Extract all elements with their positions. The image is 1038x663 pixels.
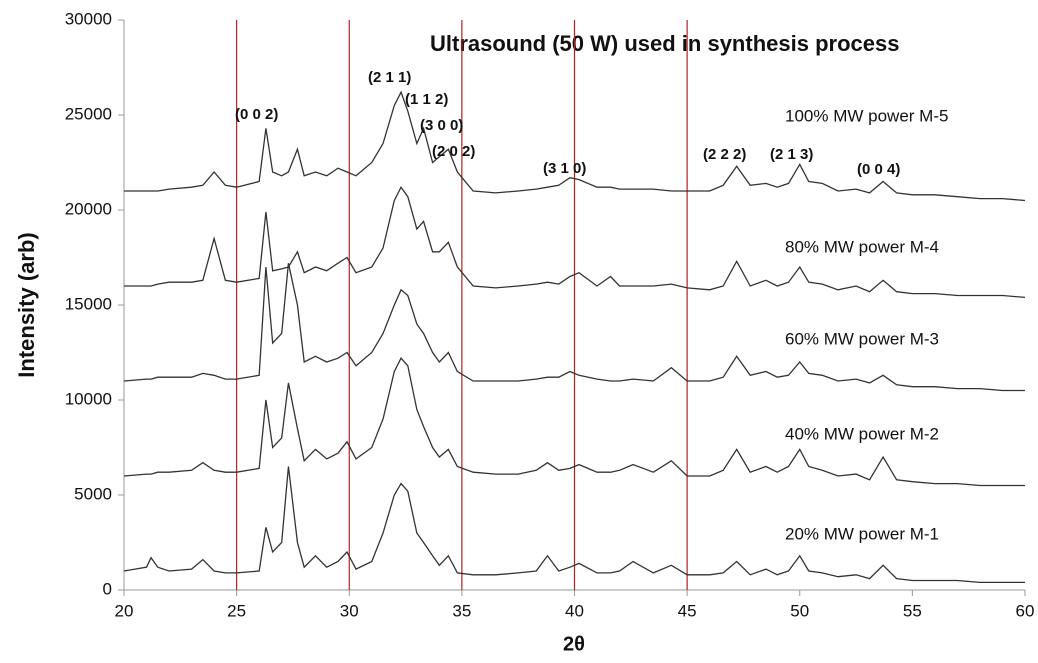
series-line	[124, 185, 1026, 299]
series-label: 40% MW power M-2	[785, 424, 939, 443]
series-label: 100% MW power M-5	[785, 106, 948, 125]
x-tick-label: 55	[903, 601, 922, 620]
y-tick-label: 10000	[65, 389, 112, 408]
series-label: 20% MW power M-1	[785, 524, 939, 543]
series-line	[123, 263, 1025, 392]
x-tick-label: 20	[115, 601, 134, 620]
x-tick-label: 25	[227, 601, 246, 620]
x-tick-label: 50	[790, 601, 809, 620]
peak-label: (2 0 2)	[432, 143, 475, 160]
x-tick-label: 60	[1016, 601, 1035, 620]
series-line	[123, 466, 1025, 584]
series-label: 80% MW power M-4	[785, 237, 939, 256]
y-axis-label: Intensity (arb)	[14, 232, 39, 377]
peak-label: (2 1 1)	[368, 69, 411, 86]
x-tick-label: 35	[452, 601, 471, 620]
chart-title: Ultrasound (50 W) used in synthesis proc…	[430, 31, 899, 56]
peak-label: (3 0 0)	[420, 117, 463, 134]
peak-label: (1 1 2)	[405, 91, 448, 108]
y-tick-label: 25000	[65, 104, 112, 123]
series-line	[123, 357, 1025, 487]
x-tick-label: 40	[565, 601, 584, 620]
x-tick-label: 30	[340, 601, 359, 620]
peak-label: (2 1 3)	[770, 146, 813, 163]
series-label: 60% MW power M-3	[785, 329, 939, 348]
peak-label: (2 2 2)	[703, 146, 746, 163]
peak-label: (0 0 2)	[235, 106, 278, 123]
series-line	[124, 90, 1026, 202]
y-tick-label: 5000	[74, 484, 112, 503]
x-axis-label: 2θ	[563, 633, 585, 655]
y-tick-label: 15000	[65, 294, 112, 313]
y-tick-label: 0	[103, 579, 112, 598]
y-tick-label: 20000	[65, 199, 112, 218]
peak-label: (0 0 4)	[857, 161, 900, 178]
peak-label: (3 1 0)	[543, 160, 586, 177]
y-tick-label: 30000	[65, 9, 112, 28]
x-tick-label: 45	[678, 601, 697, 620]
